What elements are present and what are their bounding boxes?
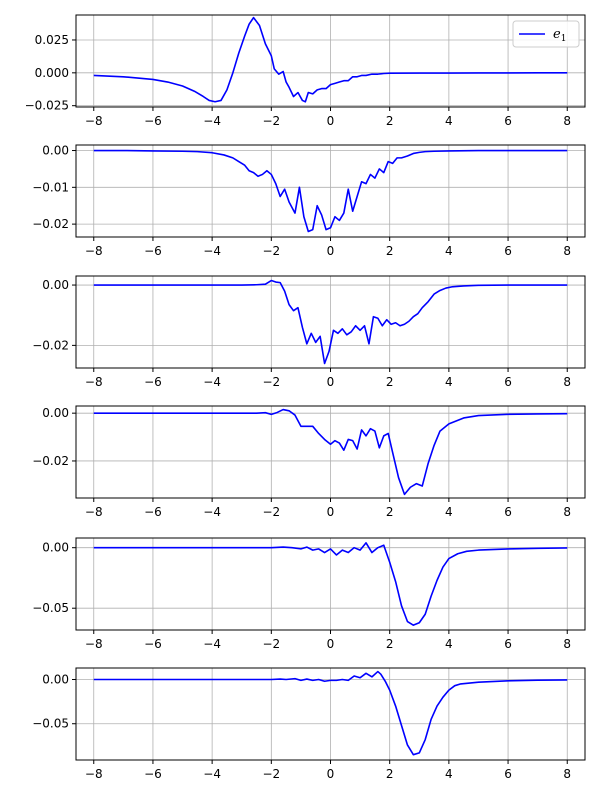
x-tick-label: 0	[327, 244, 335, 258]
x-tick-label: 8	[563, 244, 571, 258]
series-line	[93, 408, 568, 496]
x-tick-label: −6	[144, 114, 162, 128]
y-tick-label: −0.05	[32, 717, 69, 731]
x-tick-label: 8	[563, 375, 571, 389]
legend: e1	[512, 20, 580, 48]
x-tick-label: 8	[563, 767, 571, 781]
x-tick-label: −8	[85, 114, 103, 128]
series-line	[93, 279, 568, 365]
x-tick-label: −8	[85, 767, 103, 781]
y-tick-label: 0.000	[35, 66, 69, 80]
legend-box	[512, 20, 580, 48]
x-tick-label: 2	[386, 244, 394, 258]
x-tick-label: 6	[504, 637, 512, 651]
x-tick-label: 0	[327, 637, 335, 651]
series-line	[93, 670, 568, 756]
y-tick-label: −0.02	[32, 338, 69, 352]
x-tick-label: −2	[262, 114, 280, 128]
x-tick-label: −8	[85, 505, 103, 519]
x-tick-label: −6	[144, 637, 162, 651]
x-tick-label: −4	[203, 767, 221, 781]
x-tick-label: −4	[203, 637, 221, 651]
series-line	[93, 149, 568, 233]
x-tick-label: −8	[85, 244, 103, 258]
x-tick-label: 8	[563, 505, 571, 519]
x-tick-label: 0	[327, 375, 335, 389]
x-tick-label: 4	[445, 637, 453, 651]
y-tick-label: 0.025	[35, 33, 69, 47]
y-tick-label: −0.01	[32, 180, 69, 194]
y-tick-label: 0.00	[42, 144, 69, 158]
x-tick-label: −6	[144, 375, 162, 389]
x-tick-label: 0	[327, 114, 335, 128]
subplot-2: −8 −6 −4 −2 0 2 4 6 8 0.00 −0.01 −0.02	[32, 144, 586, 258]
x-tick-label: 4	[445, 767, 453, 781]
x-tick-label: 4	[445, 244, 453, 258]
x-tick-label: −4	[203, 244, 221, 258]
y-tick-label: −0.05	[32, 601, 69, 615]
subplot-3: −8 −6 −4 −2 0 2 4 6 8 0.00 −0.02	[32, 275, 586, 389]
subplot-4: −8 −6 −4 −2 0 2 4 6 8 0.00 −0.02	[32, 405, 586, 519]
x-tick-label: 8	[563, 637, 571, 651]
x-tick-label: 6	[504, 244, 512, 258]
x-tick-label: −6	[144, 767, 162, 781]
x-tick-label: 2	[386, 505, 394, 519]
subplot-6: −8 −6 −4 −2 0 2 4 6 8 0.00 −0.05	[32, 667, 586, 781]
x-tick-label: 6	[504, 375, 512, 389]
x-tick-label: −8	[85, 637, 103, 651]
x-tick-label: −2	[262, 244, 280, 258]
x-tick-label: −2	[262, 375, 280, 389]
subplot-1: −8 −6 −4 −2 0 2 4 6 8 0.025 0.000 −0.025 e1	[25, 14, 586, 128]
series-line	[93, 542, 568, 626]
x-tick-label: 0	[327, 505, 335, 519]
y-tick-label: 0.00	[42, 541, 69, 555]
x-tick-label: −4	[203, 505, 221, 519]
x-tick-label: −2	[262, 637, 280, 651]
x-tick-label: 2	[386, 375, 394, 389]
y-tick-label: −0.02	[32, 217, 69, 231]
x-tick-label: 6	[504, 767, 512, 781]
x-tick-label: −6	[144, 505, 162, 519]
x-tick-label: 4	[445, 505, 453, 519]
x-tick-label: −4	[203, 114, 221, 128]
y-tick-label: 0.00	[42, 406, 69, 420]
x-tick-label: −6	[144, 244, 162, 258]
y-tick-label: 0.00	[42, 278, 69, 292]
subplot-5: −8 −6 −4 −2 0 2 4 6 8 0.00 −0.05	[32, 537, 586, 651]
x-tick-label: 2	[386, 114, 394, 128]
x-tick-label: −4	[203, 375, 221, 389]
x-tick-label: −2	[262, 505, 280, 519]
series-line	[93, 16, 568, 103]
x-tick-label: −2	[262, 767, 280, 781]
x-tick-label: 6	[504, 505, 512, 519]
x-tick-label: 2	[386, 767, 394, 781]
x-tick-label: 0	[327, 767, 335, 781]
x-tick-label: 8	[563, 114, 571, 128]
y-tick-label: 0.00	[42, 673, 69, 687]
x-tick-label: 6	[504, 114, 512, 128]
x-tick-label: 2	[386, 637, 394, 651]
x-tick-label: 4	[445, 114, 453, 128]
y-tick-label: −0.025	[25, 99, 69, 113]
x-tick-label: 4	[445, 375, 453, 389]
y-tick-label: −0.02	[32, 454, 69, 468]
x-tick-label: −8	[85, 375, 103, 389]
